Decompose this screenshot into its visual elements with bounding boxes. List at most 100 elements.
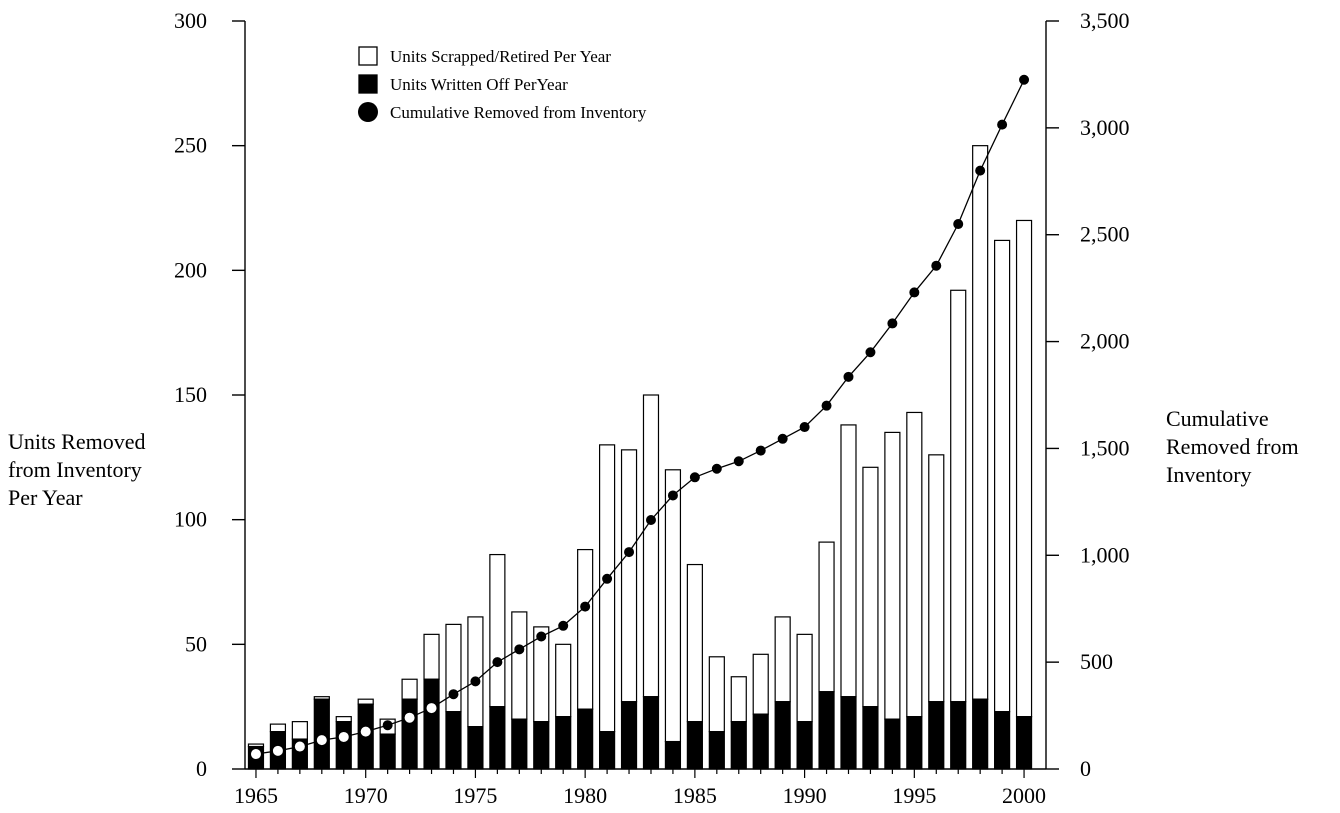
right-tick-label-2,000: 2,000	[1080, 329, 1130, 354]
bar-scrapped-1993	[862, 466, 879, 708]
legend: Units Scrapped/Retired Per Year Units Wri…	[358, 46, 647, 122]
legend-label-1: Units Written Off PerYear	[390, 75, 568, 94]
bar-scrapped-1997	[950, 289, 967, 703]
bar-written-off-1971	[379, 733, 396, 770]
bar-written-off-1987	[730, 721, 747, 770]
cumulative-point-1978	[536, 631, 547, 642]
cumulative-point-1984	[667, 490, 678, 501]
right-tick-label-3,500: 3,500	[1080, 8, 1130, 33]
cumulative-point-1998	[975, 165, 986, 176]
cumulative-point-1971	[382, 720, 393, 731]
bar-written-off-1976	[489, 706, 506, 770]
x-tick-label-1980: 1980	[563, 783, 607, 808]
cumulative-point-2000	[1019, 74, 1030, 85]
x-tick-label-1970: 1970	[344, 783, 388, 808]
bar-written-off-1978	[533, 721, 550, 770]
right-tick-label-0: 0	[1080, 756, 1091, 781]
x-tick-label-2000: 2000	[1002, 783, 1046, 808]
bar-written-off-1999	[994, 711, 1011, 770]
bar-written-off-1996	[928, 701, 945, 770]
bar-scrapped-1990	[796, 633, 813, 723]
bar-scrapped-1986	[708, 656, 725, 733]
cumulative-point-1986	[711, 463, 722, 474]
cumulative-point-1981	[602, 573, 613, 584]
cumulative-point-1994	[887, 318, 898, 329]
bar-scrapped-1975	[467, 616, 484, 728]
cumulative-point-1988	[755, 445, 766, 456]
bar-written-off-1997	[950, 701, 967, 770]
bar-written-off-1968	[313, 698, 330, 770]
legend-label-2: Cumulative Removed from Inventory	[390, 103, 647, 122]
bar-written-off-1982	[620, 701, 638, 770]
bar-scrapped-1998	[972, 145, 989, 700]
cumulative-point-1993	[865, 347, 876, 358]
left-tick-label-200: 200	[174, 257, 207, 282]
cumulative-point-1982	[624, 547, 635, 558]
legend-marker-scrapped	[358, 46, 378, 66]
cumulative-line-layer	[250, 74, 1030, 760]
right-tick-label-1,000: 1,000	[1080, 542, 1130, 567]
cumulative-point-1987	[733, 456, 744, 467]
bar-scrapped-2000	[1015, 219, 1033, 718]
cumulative-point-1967	[294, 741, 305, 752]
cumulative-point-1999	[997, 119, 1008, 130]
bar-scrapped-1987	[730, 676, 747, 723]
cumulative-point-1975	[470, 676, 481, 687]
bar-scrapped-1996	[928, 454, 945, 703]
cumulative-point-1979	[558, 620, 569, 631]
cumulative-point-1968	[316, 735, 327, 746]
bar-written-off-1993	[862, 706, 879, 770]
bars-layer	[247, 145, 1033, 770]
bar-written-off-1972	[401, 698, 418, 770]
axes-layer: 0 50 100 150 200 250 300 0 500 1,000 1,500 2,000 2,5…	[174, 8, 1130, 808]
cumulative-point-1977	[514, 644, 525, 655]
bar-written-off-1986	[708, 730, 725, 770]
left-tick-label-150: 150	[174, 382, 207, 407]
x-tick-label-1975: 1975	[453, 783, 497, 808]
left-axis-title: Units Removed from Inventory Per Year	[8, 429, 146, 510]
left-tick-label-50: 50	[185, 631, 207, 656]
cumulative-point-1997	[953, 219, 964, 230]
bar-scrapped-1969	[335, 716, 352, 723]
bar-scrapped-1992	[840, 424, 857, 698]
bar-scrapped-1985	[686, 563, 703, 723]
right-tick-label-3,000: 3,000	[1080, 115, 1130, 140]
bar-written-off-1994	[884, 718, 901, 770]
bar-scrapped-1981	[598, 444, 616, 733]
bar-written-off-1975	[467, 726, 484, 770]
cumulative-point-1983	[645, 515, 656, 526]
cumulative-point-1976	[492, 657, 503, 668]
bar-scrapped-1970	[357, 698, 374, 705]
bar-scrapped-1966	[269, 723, 287, 733]
bar-written-off-1998	[972, 698, 989, 770]
cumulative-point-1992	[843, 371, 854, 382]
cumulative-point-1966	[272, 745, 283, 756]
legend-label-0: Units Scrapped/Retired Per Year	[390, 47, 611, 66]
x-tick-label-1995: 1995	[892, 783, 936, 808]
right-tick-label-2,500: 2,500	[1080, 222, 1130, 247]
bar-scrapped-1972	[401, 678, 418, 700]
bar-scrapped-1982	[620, 449, 638, 703]
bar-written-off-1992	[840, 696, 857, 770]
bar-scrapped-1967	[291, 721, 308, 740]
left-tick-label-100: 100	[174, 507, 207, 532]
right-axis-title: Cumulative Removed from Inventory	[1166, 406, 1299, 487]
bar-scrapped-1973	[423, 633, 440, 680]
bar-scrapped-1983	[642, 394, 660, 698]
bar-written-off-1983	[642, 696, 660, 770]
bar-written-off-1985	[686, 721, 703, 770]
x-tick-label-1965: 1965	[234, 783, 278, 808]
bar-scrapped-1976	[489, 553, 506, 708]
bar-scrapped-1980	[577, 548, 594, 710]
bar-written-off-1973	[423, 678, 440, 770]
bar-written-off-1989	[774, 701, 791, 770]
bar-written-off-1977	[511, 718, 528, 770]
cumulative-point-1990	[799, 422, 810, 433]
right-tick-label-1,500: 1,500	[1080, 435, 1130, 460]
bar-written-off-1991	[818, 691, 835, 770]
bar-scrapped-1994	[884, 431, 901, 720]
cumulative-point-1973	[426, 703, 437, 714]
x-tick-label-1985: 1985	[673, 783, 717, 808]
bar-written-off-1981	[598, 730, 616, 770]
left-tick-label-300: 300	[174, 8, 207, 33]
